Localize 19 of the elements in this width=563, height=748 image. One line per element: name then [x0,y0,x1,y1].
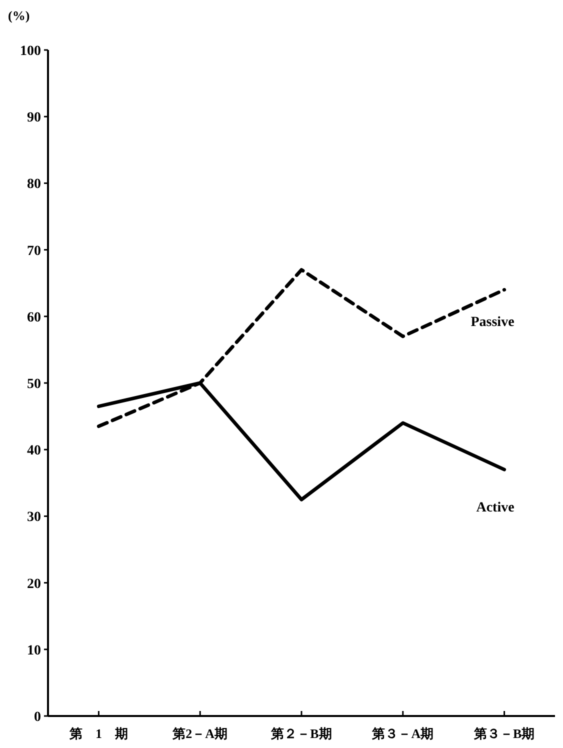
y-axis-title: (%) [8,8,30,23]
y-tick-label: 10 [27,643,41,658]
y-tick-label: 30 [27,510,41,526]
x-tick-label: 第３－A期 [371,726,434,741]
y-tick-label: 90 [27,110,41,126]
x-tick-label: 第３－B期 [472,726,535,741]
x-tick-label: 第 1 期 [68,726,128,741]
y-tick-label: 80 [27,177,41,192]
text: Active [476,500,514,516]
y-tick-label: 20 [27,576,41,592]
x-tick-label: 第２－B期 [270,726,332,741]
y-tick-label: 40 [27,444,41,459]
y-tick-label: 70 [27,244,41,259]
y-tick-label: 100 [20,44,41,59]
y-tick-label: 0 [34,710,41,725]
y-tick-label: 60 [27,310,41,326]
series-label: Passive [470,314,514,330]
x-tick-label: 第2－A期 [172,726,228,741]
y-tick-label: 50 [27,377,41,392]
